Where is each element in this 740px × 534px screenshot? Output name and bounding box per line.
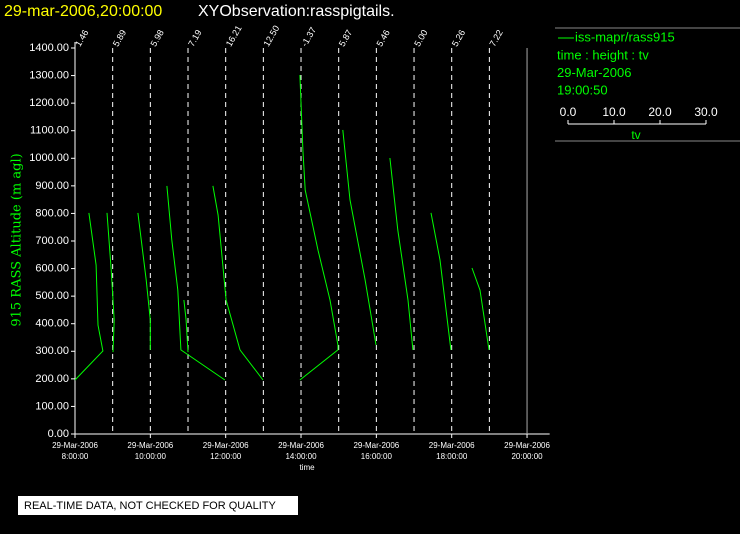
x-tick-label: 29-Mar-2006 18:00:00 (429, 441, 475, 461)
x-tick-label: 29-Mar-2006 12:00:00 (203, 441, 249, 461)
y-tick-label: 600.00 (35, 262, 69, 274)
legend-line: 19:00:50 (557, 82, 608, 97)
legend-line: 29-Mar-2006 (557, 65, 631, 80)
y-tick-label: 100.00 (35, 400, 69, 412)
y-tick-label: 1300.00 (29, 69, 69, 81)
y-tick-label: 1100.00 (30, 125, 69, 137)
legend-scale-label: 20.0 (648, 105, 672, 119)
y-axis-label: 915 RASS Altitude (m agl) (10, 153, 25, 326)
legend-scale-label: 0.0 (560, 105, 577, 119)
y-tick-label: 0.00 (48, 428, 69, 440)
footer: REAL-TIME DATA, NOT CHECKED FOR QUALITY (24, 500, 276, 512)
y-tick-label: 800.00 (35, 207, 69, 219)
legend-scale-title: tv (631, 128, 640, 142)
y-tick-label: 300.00 (35, 345, 69, 357)
y-tick-label: 1000.00 (29, 152, 69, 164)
x-tick-label: 29-Mar-2006 16:00:00 (353, 441, 399, 461)
y-tick-label: 500.00 (35, 290, 69, 302)
x-tick-label: 29-Mar-2006 8:00:00 (52, 441, 98, 461)
profile-trace (74, 74, 490, 381)
legend-line: time : height : tv (557, 47, 649, 62)
y-tick-label: 900.00 (35, 180, 69, 192)
chart-subtitle: XYObservation:rasspigtails. (198, 3, 395, 20)
y-tick-label: 1400.00 (29, 42, 69, 54)
y-tick-label: 400.00 (35, 318, 69, 330)
legend-label: iss-mapr/rass915 (575, 29, 675, 44)
x-tick-label: 29-Mar-2006 10:00:00 (127, 441, 173, 461)
legend-scale-label: 10.0 (602, 105, 626, 119)
x-axis-label: time (299, 463, 315, 472)
x-tick-label: 29-Mar-2006 20:00:00 (504, 441, 550, 461)
x-tick-label: 29-Mar-2006 14:00:00 (278, 441, 324, 461)
chart-title: 29-mar-2006,20:00:00 (4, 3, 162, 20)
y-tick-label: 700.00 (35, 235, 69, 247)
legend-scale-label: 30.0 (694, 105, 718, 119)
y-tick-label: 1200.00 (29, 97, 69, 109)
y-tick-label: 200.00 (35, 373, 69, 385)
footer-box (18, 496, 298, 515)
